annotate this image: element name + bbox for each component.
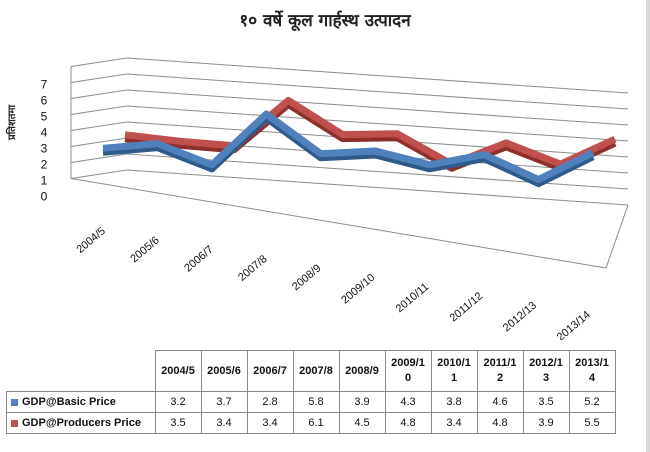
gridline <box>70 57 128 67</box>
data-table: 2004/5 2005/6 2006/7 2007/8 2008/9 2009/1 0 201… <box>6 350 616 434</box>
gridline <box>126 105 629 142</box>
x-tick-label: 2006/7 <box>182 244 215 275</box>
y-tick-label: 4 <box>41 126 48 140</box>
floor-edge <box>605 204 629 269</box>
gridline <box>70 121 128 131</box>
table-value-cell: 5.8 <box>292 391 340 413</box>
table-value-cell: 3.4 <box>246 412 294 434</box>
x-tick-layer: 2004/5 2005/6 2006/7 2007/8 2008/9 2009/10 201… <box>74 225 592 340</box>
x-tick-label: 2005/6 <box>128 234 161 265</box>
table-value-cell: 3.2 <box>154 391 202 413</box>
table-corner <box>6 350 156 392</box>
table-row: GDP@Basic Price 3.2 3.7 2.8 5.8 3.9 4.3 3.8 4.6 3… <box>6 391 616 413</box>
floor-edge <box>70 178 607 269</box>
table-header-cell: 2009/1 0 <box>384 350 432 392</box>
table-header-cell: 2010/1 1 <box>430 350 478 392</box>
table-value-cell: 6.1 <box>292 412 340 434</box>
table-header-cell: 2011/1 2 <box>476 350 524 392</box>
y-tick-label: 7 <box>41 78 48 92</box>
table-row: GDP@Producers Price 3.5 3.4 3.4 6.1 4.5 4.8 3.4… <box>6 412 616 434</box>
x-tick-label: 2010/11 <box>394 281 432 315</box>
gridline <box>70 73 128 83</box>
table-value-cell: 3.8 <box>430 391 478 413</box>
x-tick-label: 2004/5 <box>74 225 107 256</box>
y-tick-label: 5 <box>41 110 48 124</box>
gridline <box>126 169 629 206</box>
x-tick-label: 2012/13 <box>501 300 539 335</box>
table-value-cell: 4.8 <box>476 412 524 434</box>
table-header-cell: 2008/9 <box>338 350 386 392</box>
table-header-cell: 2007/8 <box>292 350 340 392</box>
gridline <box>126 89 629 126</box>
table-value-cell: 2.8 <box>246 391 294 413</box>
series-depth-0 <box>102 114 595 188</box>
gridline <box>70 153 128 163</box>
table-value-cell: 3.7 <box>200 391 248 413</box>
table-header-cell: 2005/6 <box>200 350 248 392</box>
table-value-cell: 3.5 <box>154 412 202 434</box>
x-tick-label: 2011/12 <box>448 290 486 324</box>
x-tick-label: 2008/9 <box>290 262 323 293</box>
series-name-cell: GDP@Basic Price <box>6 391 156 413</box>
table-value-cell: 4.5 <box>338 412 386 434</box>
y-tick-label: 0 <box>41 190 48 204</box>
table-value-cell: 3.4 <box>200 412 248 434</box>
gridline <box>126 57 629 94</box>
line-layer <box>102 96 617 188</box>
legend-swatch <box>11 398 18 406</box>
y-tick-label: 3 <box>41 142 48 156</box>
table-value-cell: 3.9 <box>522 412 570 434</box>
x-tick-label: 2009/10 <box>339 272 377 307</box>
y-tick-label: 2 <box>41 158 48 172</box>
y-tick-label: 6 <box>41 94 48 108</box>
table-header-cell: 2006/7 <box>246 350 294 392</box>
table-value-cell: 3.9 <box>338 391 386 413</box>
gridline <box>70 105 128 115</box>
table-value-cell: 4.3 <box>384 391 432 413</box>
table-value-cell: 4.6 <box>476 391 524 413</box>
series-line-0 <box>102 110 595 184</box>
gridline <box>70 169 128 179</box>
gridline <box>126 73 629 110</box>
table-value-cell: 5.2 <box>568 391 616 413</box>
legend-swatch <box>11 419 18 427</box>
window-edge <box>646 0 650 452</box>
table-value-cell: 3.5 <box>522 391 570 413</box>
gridline <box>70 137 128 147</box>
table-header-cell: 2012/1 3 <box>522 350 570 392</box>
table-value-cell: 5.5 <box>568 412 616 434</box>
chart-title: १० वर्षे कूल गार्हस्थ उत्पादन <box>239 11 411 31</box>
table-header-cell: 2013/1 4 <box>568 350 616 392</box>
table-value-cell: 4.8 <box>384 412 432 434</box>
series-name-cell: GDP@Producers Price <box>6 412 156 434</box>
table-value-cell: 3.4 <box>430 412 478 434</box>
y-tick-layer: 0 1 2 3 4 5 6 7 <box>41 78 48 204</box>
gridline <box>70 89 128 99</box>
x-tick-label: 2007/8 <box>236 253 269 284</box>
series-line-1 <box>124 96 617 168</box>
table-header-cell: 2004/5 <box>154 350 202 392</box>
x-tick-label: 2013/14 <box>555 309 593 340</box>
y-tick-label: 1 <box>41 174 48 188</box>
series-depth-1 <box>124 100 617 172</box>
